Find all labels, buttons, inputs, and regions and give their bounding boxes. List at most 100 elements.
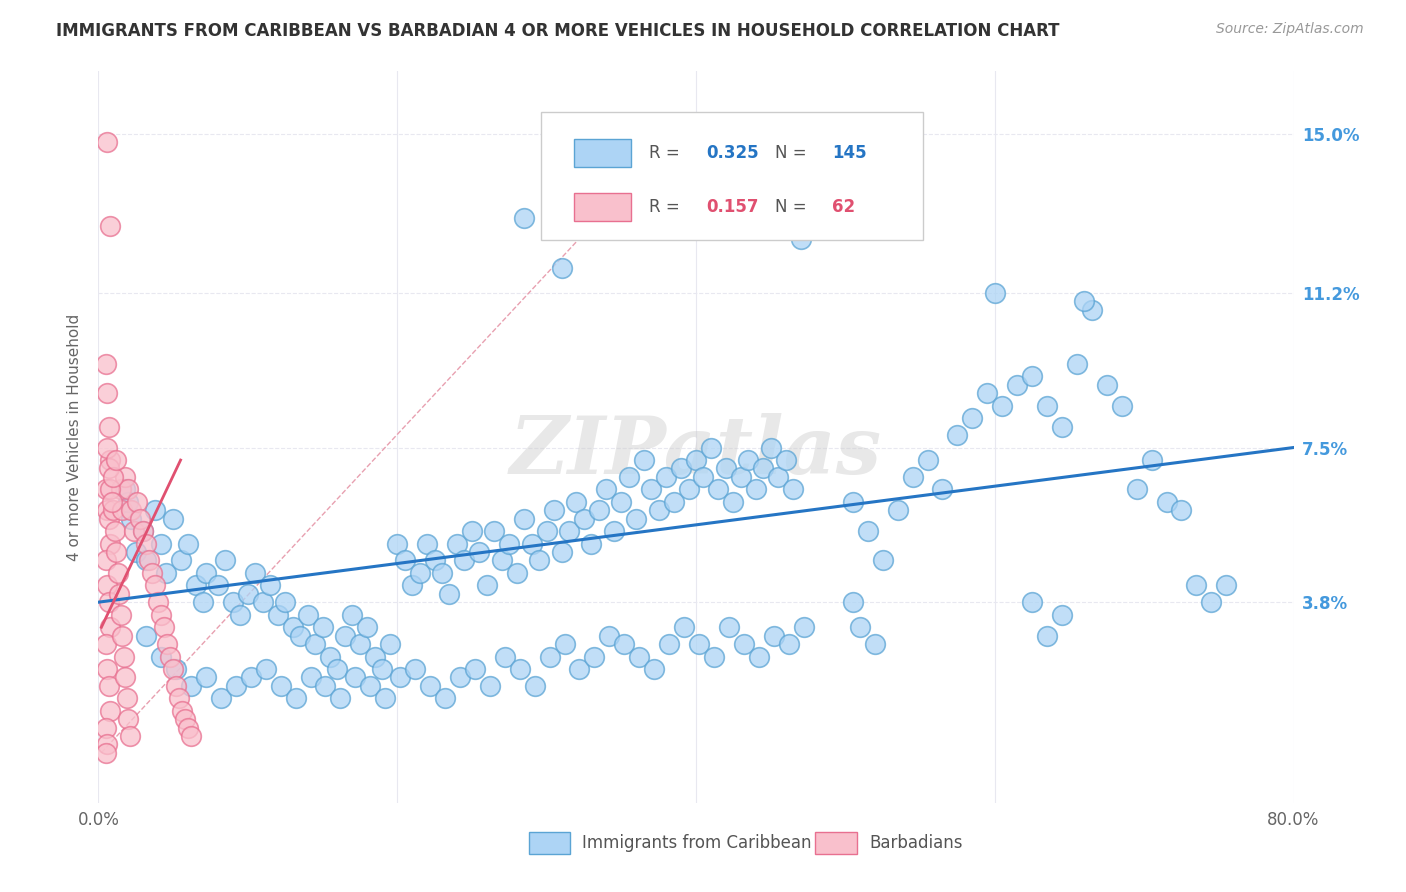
Point: [127, 495, 149, 509]
Text: 62: 62: [832, 198, 855, 217]
Point: [662, 495, 685, 509]
Point: [245, 566, 267, 580]
Point: [1140, 453, 1163, 467]
Point: [416, 536, 439, 550]
Point: [703, 649, 725, 664]
Point: [118, 729, 141, 743]
Point: [1021, 595, 1043, 609]
Point: [759, 441, 782, 455]
Point: [613, 637, 636, 651]
Point: [98, 620, 122, 634]
Point: [789, 231, 811, 245]
Point: [389, 670, 412, 684]
Point: [714, 461, 737, 475]
Point: [191, 595, 214, 609]
Point: [658, 637, 681, 651]
Point: [678, 483, 700, 497]
Point: [1201, 595, 1223, 609]
Text: Immigrants from Caribbean: Immigrants from Caribbean: [582, 834, 811, 852]
Point: [475, 578, 498, 592]
Point: [148, 595, 170, 609]
Point: [222, 595, 245, 609]
Point: [550, 545, 572, 559]
Point: [115, 691, 138, 706]
Point: [568, 662, 591, 676]
Point: [274, 595, 297, 609]
Point: [155, 566, 177, 580]
Point: [513, 511, 536, 525]
Point: [1050, 607, 1073, 622]
Point: [97, 679, 120, 693]
Point: [856, 524, 879, 538]
Point: [408, 566, 430, 580]
Point: [104, 524, 127, 538]
Point: [849, 620, 872, 634]
Point: [98, 453, 122, 467]
Point: [572, 511, 595, 525]
Point: [688, 637, 710, 651]
Point: [239, 670, 262, 684]
Point: [446, 536, 468, 550]
Point: [252, 595, 274, 609]
Point: [359, 679, 381, 693]
Point: [117, 483, 139, 497]
Point: [156, 637, 179, 651]
Point: [333, 629, 356, 643]
Point: [180, 729, 202, 743]
Point: [110, 607, 132, 622]
Point: [214, 553, 236, 567]
Point: [1095, 377, 1118, 392]
Point: [723, 495, 745, 509]
Point: [1125, 483, 1147, 497]
Point: [103, 470, 125, 484]
Point: [494, 649, 516, 664]
Point: [165, 662, 187, 676]
Point: [267, 607, 290, 622]
Point: [371, 662, 394, 676]
Point: [112, 649, 135, 664]
Point: [565, 495, 588, 509]
Point: [1081, 302, 1104, 317]
Point: [299, 670, 322, 684]
Point: [98, 219, 122, 233]
Point: [931, 483, 953, 497]
Point: [259, 578, 281, 592]
Point: [150, 649, 173, 664]
FancyBboxPatch shape: [574, 194, 631, 221]
Point: [498, 536, 520, 550]
Point: [946, 428, 969, 442]
Point: [1036, 399, 1059, 413]
Point: [1170, 503, 1192, 517]
Point: [655, 470, 678, 484]
Point: [717, 620, 740, 634]
Point: [180, 679, 202, 693]
Point: [669, 461, 692, 475]
Point: [97, 511, 120, 525]
Point: [468, 545, 491, 559]
Point: [94, 357, 117, 371]
Text: Barbadians: Barbadians: [869, 834, 963, 852]
Point: [1050, 419, 1073, 434]
Text: 145: 145: [832, 144, 868, 162]
Point: [97, 595, 120, 609]
Text: IMMIGRANTS FROM CARIBBEAN VS BARBADIAN 4 OR MORE VEHICLES IN HOUSEHOLD CORRELATI: IMMIGRANTS FROM CARIBBEAN VS BARBADIAN 4…: [56, 22, 1060, 40]
Point: [886, 503, 908, 517]
Point: [491, 553, 513, 567]
Point: [135, 553, 157, 567]
Point: [124, 524, 146, 538]
Point: [640, 483, 662, 497]
Point: [513, 211, 536, 225]
Point: [700, 441, 723, 455]
Point: [626, 511, 648, 525]
Point: [114, 670, 136, 684]
Point: [991, 399, 1014, 413]
Point: [401, 578, 423, 592]
Point: [177, 536, 200, 550]
Point: [745, 483, 768, 497]
Point: [778, 637, 800, 651]
Point: [598, 629, 620, 643]
Point: [177, 721, 200, 735]
Point: [326, 662, 349, 676]
Point: [97, 419, 120, 434]
Point: [748, 649, 770, 664]
